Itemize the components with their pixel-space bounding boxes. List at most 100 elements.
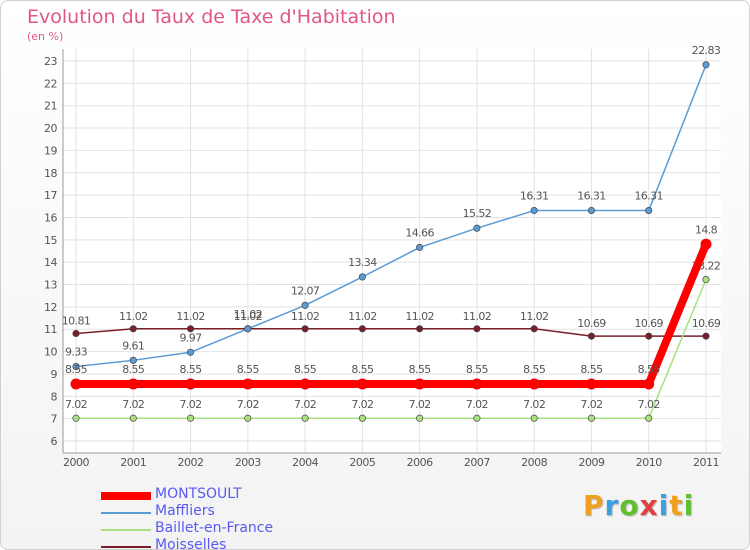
data-label-baillet-en-france: 7.02 <box>65 398 87 411</box>
data-label-moisselles: 11.02 <box>291 310 320 323</box>
x-tick-label: 2001 <box>120 456 146 469</box>
data-label-baillet-en-france: 7.02 <box>179 398 201 411</box>
data-point-baillet-en-france <box>301 414 309 422</box>
proxiti-logo: Proxiti <box>583 489 694 522</box>
legend-label: Moisselles <box>155 537 227 550</box>
x-tick-label: 2002 <box>178 456 204 469</box>
data-label-montsoult: 8.55 <box>409 363 432 376</box>
y-tick-label: 21 <box>44 100 57 113</box>
data-point-baillet-en-france <box>702 276 710 284</box>
series-line-montsoult <box>72 240 710 388</box>
chart-title: Evolution du Taux de Taxe d'Habitation <box>27 6 396 28</box>
data-point-montsoult <box>528 378 540 390</box>
data-label-maffliers: 12.07 <box>291 284 320 297</box>
data-label-moisselles: 10.81 <box>62 314 91 327</box>
series-line-maffliers <box>75 64 707 368</box>
data-point-maffliers <box>587 206 596 215</box>
data-point-maffliers <box>244 325 252 333</box>
data-label-maffliers: 16.31 <box>634 190 663 203</box>
y-tick-label: 7 <box>51 413 58 426</box>
data-point-montsoult <box>127 378 139 390</box>
data-point-maffliers <box>702 61 710 69</box>
x-tick-label: 2005 <box>349 456 375 469</box>
data-label-baillet-en-france: 7.02 <box>638 398 660 411</box>
data-point-montsoult <box>185 378 197 390</box>
legend-swatch <box>101 529 151 531</box>
data-point-baillet-en-france <box>416 414 424 422</box>
data-point-montsoult <box>700 238 712 250</box>
data-label-moisselles: 11.02 <box>463 310 492 323</box>
legend-label: MONTSOULT <box>155 486 242 502</box>
series-line-baillet-en-france <box>75 278 707 419</box>
data-point-maffliers <box>358 273 366 281</box>
data-point-maffliers <box>72 363 80 371</box>
x-tick-label: 2004 <box>292 456 318 469</box>
data-point-maffliers <box>530 206 538 215</box>
logo-letter: t <box>669 489 684 522</box>
logo-letter: o <box>619 489 640 522</box>
data-label-montsoult: 8.55 <box>122 363 145 376</box>
logo-letter: r <box>604 489 620 522</box>
data-point-moisselles <box>587 332 596 340</box>
data-label-baillet-en-france: 7.02 <box>294 398 316 411</box>
data-label-moisselles: 10.69 <box>692 317 721 330</box>
x-tick-label: 2008 <box>521 456 547 469</box>
data-point-moisselles <box>358 325 366 333</box>
data-label-moisselles: 11.02 <box>176 310 205 323</box>
data-point-maffliers <box>129 356 137 364</box>
y-tick-label: 9 <box>51 368 58 381</box>
y-tick-label: 23 <box>44 55 57 68</box>
x-tick-label: 2003 <box>235 456 261 469</box>
data-point-maffliers <box>186 348 195 356</box>
y-tick-label: 17 <box>44 189 57 202</box>
legend-label: Maffliers <box>155 503 215 519</box>
data-label-moisselles: 11.02 <box>405 310 434 323</box>
data-label-maffliers: 16.31 <box>520 190 549 203</box>
x-tick-label: 2010 <box>636 456 662 469</box>
data-label-maffliers: 22.83 <box>692 44 721 57</box>
data-label-montsoult: 8.55 <box>638 363 661 376</box>
y-tick-label: 14 <box>44 256 57 269</box>
data-label-moisselles: 11.02 <box>119 310 148 323</box>
data-point-moisselles <box>473 325 481 333</box>
data-point-montsoult <box>299 378 311 390</box>
y-tick-label: 20 <box>44 122 57 135</box>
data-point-moisselles <box>186 325 195 333</box>
data-label-baillet-en-france: 7.02 <box>351 398 373 411</box>
y-tick-label: 22 <box>44 77 57 90</box>
data-point-moisselles <box>645 332 653 340</box>
data-point-montsoult <box>242 378 254 390</box>
y-tick-label: 16 <box>44 211 57 224</box>
data-point-montsoult <box>643 378 655 390</box>
data-point-moisselles <box>129 325 137 333</box>
legend-swatch <box>101 546 151 548</box>
data-point-baillet-en-france <box>587 414 596 422</box>
data-label-moisselles: 10.69 <box>577 317 606 330</box>
data-point-baillet-en-france <box>244 414 252 422</box>
data-point-montsoult <box>356 378 368 390</box>
x-tick-label: 2007 <box>464 456 490 469</box>
chart-unit-label: (en %) <box>27 30 64 43</box>
data-point-montsoult <box>414 378 426 390</box>
data-point-baillet-en-france <box>186 414 195 422</box>
data-label-montsoult: 8.55 <box>179 363 202 376</box>
data-point-baillet-en-france <box>358 414 366 422</box>
y-tick-label: 13 <box>44 279 57 292</box>
data-point-baillet-en-france <box>645 414 653 422</box>
x-tick-label: 2011 <box>693 456 719 469</box>
data-point-moisselles <box>702 332 710 340</box>
data-point-baillet-en-france <box>530 414 538 422</box>
y-tick-label: 10 <box>44 346 57 359</box>
data-label-montsoult: 14.8 <box>695 223 718 236</box>
data-point-maffliers <box>645 206 653 215</box>
data-label-moisselles: 11.02 <box>520 310 549 323</box>
x-tick-label: 2009 <box>578 456 604 469</box>
data-label-montsoult: 8.55 <box>351 363 374 376</box>
data-label-baillet-en-france: 7.02 <box>409 398 431 411</box>
data-label-baillet-en-france: 7.02 <box>580 398 602 411</box>
data-label-montsoult: 8.55 <box>523 363 546 376</box>
legend-swatch <box>101 512 151 514</box>
data-label-baillet-en-france: 7.02 <box>122 398 144 411</box>
